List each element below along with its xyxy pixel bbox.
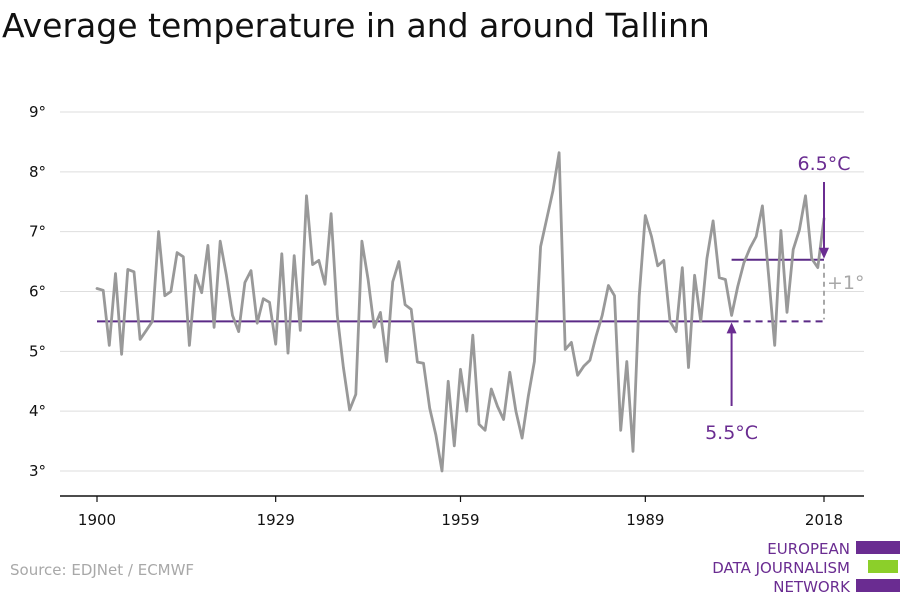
annotation-label-low: 5.5°C (705, 422, 758, 444)
annotations: 6.5°C 5.5°C +1° (705, 153, 864, 444)
x-tick-label-2018: 2018 (805, 511, 843, 529)
logo-line-2: DATA JOURNALISM (712, 559, 850, 577)
series-line-0 (95, 151, 826, 473)
logo-line-1: EUROPEAN (767, 540, 850, 558)
x-tick-label-1929: 1929 (257, 511, 295, 529)
y-tick-label-3: 3° (29, 462, 46, 480)
x-tick-label-1900: 1900 (78, 511, 116, 529)
logo-line-3: NETWORK (773, 578, 850, 596)
logo-text: EUROPEAN DATA JOURNALISM NETWORK (712, 540, 850, 597)
logo-bar-bottom (856, 579, 900, 592)
x-tick-label-1989: 1989 (626, 511, 664, 529)
y-axis-tick-labels: 3° 4° 5° 6° 7° 8° 9° (29, 103, 46, 480)
difference-label: +1° (827, 272, 865, 294)
logo-bar-middle (868, 560, 898, 573)
logo-bar-top (856, 541, 900, 554)
annotation-label-high: 6.5°C (798, 153, 851, 175)
y-tick-label-4: 4° (29, 402, 46, 420)
series-layer (95, 151, 826, 473)
y-tick-label-7: 7° (29, 223, 46, 241)
y-tick-label-8: 8° (29, 163, 46, 181)
edjnet-logo: EUROPEAN DATA JOURNALISM NETWORK (660, 540, 900, 598)
y-tick-label-6: 6° (29, 283, 46, 301)
x-tick-label-1959: 1959 (441, 511, 479, 529)
source-note: Source: EDJNet / ECMWF (10, 561, 195, 579)
y-tick-label-5: 5° (29, 342, 46, 360)
y-tick-label-9: 9° (29, 103, 46, 121)
gridlines (60, 111, 864, 472)
reference-lines (97, 258, 824, 323)
chart-title: Average temperature in and around Tallin… (2, 6, 710, 45)
annotation-arrow-low-head (726, 322, 737, 334)
x-axis: 1900 1929 1959 1989 2018 (60, 495, 864, 529)
annotation-arrow-high-head (819, 247, 829, 259)
